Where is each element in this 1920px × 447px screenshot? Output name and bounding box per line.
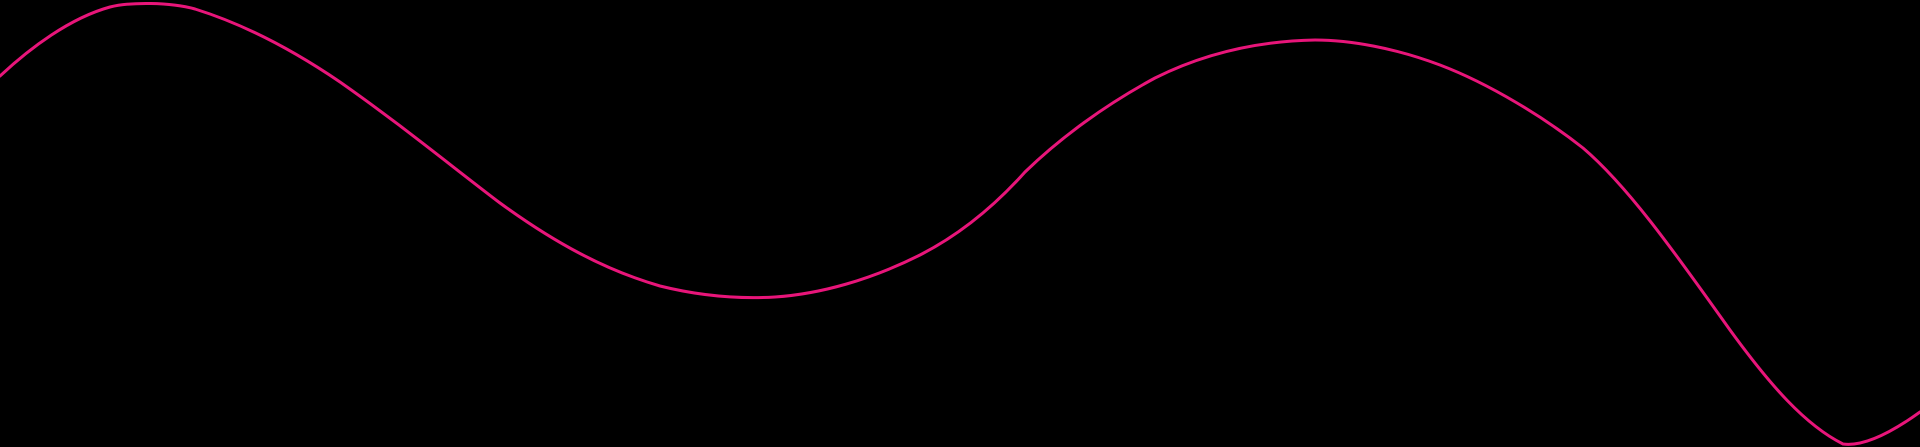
background-rect	[0, 0, 1920, 447]
wave-canvas	[0, 0, 1920, 447]
sine-wave-curve	[0, 2, 1920, 446]
wave-banner-stage	[0, 0, 1920, 447]
